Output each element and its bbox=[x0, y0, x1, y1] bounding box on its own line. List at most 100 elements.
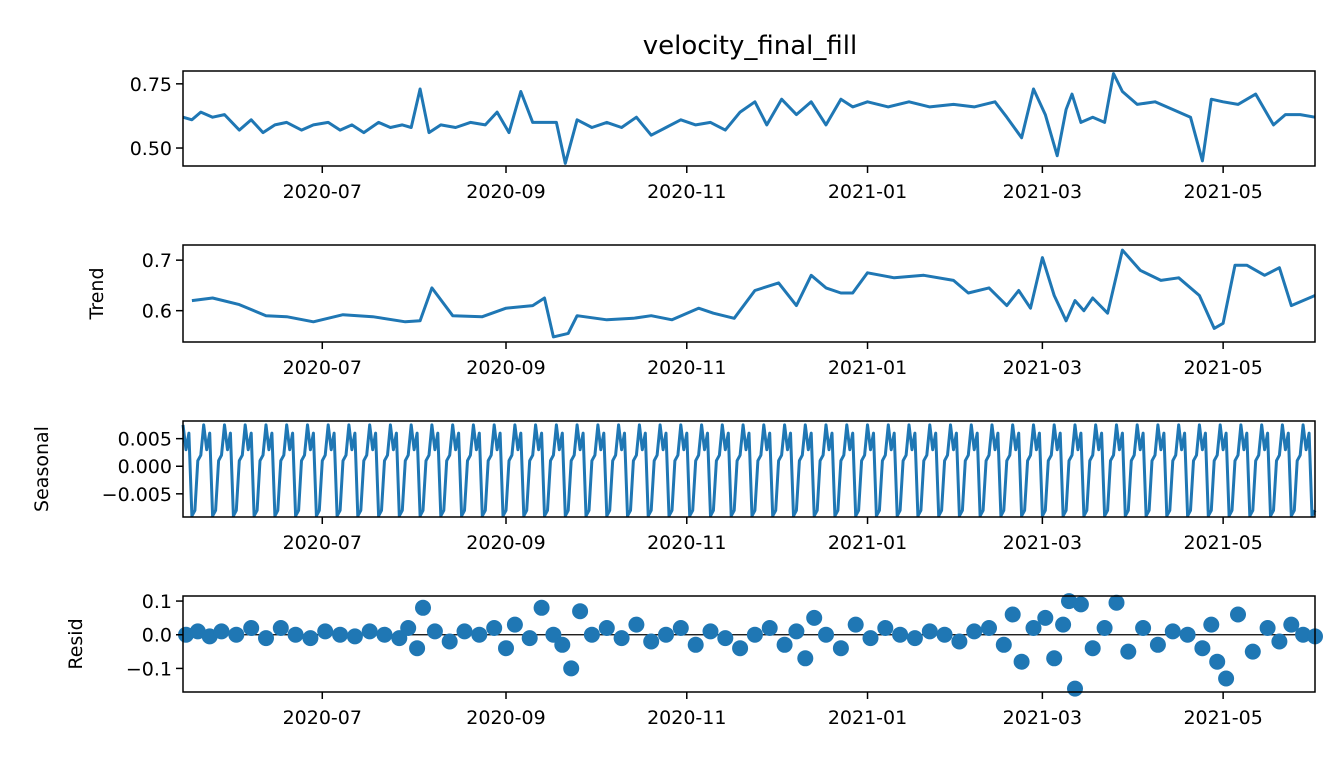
x-tick-label: 2020-09 bbox=[466, 532, 545, 554]
resid-point bbox=[613, 630, 630, 647]
resid-point bbox=[1046, 650, 1063, 667]
resid-point bbox=[906, 630, 923, 647]
y-tick-label: −0.005 bbox=[102, 484, 172, 506]
y-tick-label: 0.0 bbox=[142, 625, 172, 647]
resid-point bbox=[1096, 620, 1113, 636]
resid-point bbox=[572, 603, 589, 620]
seasonal-line bbox=[181, 423, 1317, 518]
resid-point bbox=[1271, 633, 1288, 650]
trend-panel: 2020-07 2020-09 2020-11 2021-01 2021-03 2021-… bbox=[86, 244, 1316, 379]
resid-axes-frame bbox=[182, 595, 1316, 693]
x-tick-label: 2020-07 bbox=[283, 181, 362, 203]
resid-point bbox=[498, 640, 514, 657]
y-tick-label: 0.1 bbox=[142, 591, 172, 613]
x-tick-label: 2021-03 bbox=[1003, 357, 1082, 379]
resid-point bbox=[877, 620, 894, 636]
resid-point bbox=[583, 626, 600, 643]
resid-point bbox=[409, 640, 426, 657]
resid-ylabel: Resid bbox=[65, 618, 87, 669]
resid-point bbox=[1203, 616, 1220, 633]
resid-point bbox=[832, 640, 849, 657]
resid-point bbox=[563, 660, 580, 677]
resid-point bbox=[1283, 616, 1300, 633]
y-tick-label: 0.50 bbox=[130, 138, 172, 160]
trend-axes-frame bbox=[182, 244, 1316, 343]
resid-point bbox=[966, 623, 983, 640]
resid-point bbox=[554, 636, 571, 653]
resid-point bbox=[1108, 594, 1125, 611]
resid-point bbox=[995, 636, 1012, 653]
y-tick-label: 0.000 bbox=[118, 456, 172, 478]
y-tick-label: 0.6 bbox=[142, 301, 172, 323]
observed-panel: 2020-07 2020-09 2020-11 2021-01 2021-03 2021-… bbox=[130, 70, 1316, 203]
resid-point bbox=[1244, 643, 1261, 660]
x-tick-label: 2020-09 bbox=[466, 707, 545, 729]
resid-point bbox=[441, 633, 458, 650]
resid-point bbox=[1135, 620, 1152, 636]
resid-point bbox=[415, 599, 431, 616]
resid-point bbox=[346, 628, 363, 645]
resid-point bbox=[456, 623, 473, 640]
resid-point bbox=[818, 626, 834, 643]
resid-point bbox=[213, 623, 230, 640]
x-tick-label: 2021-01 bbox=[828, 357, 907, 379]
x-tick-label: 2021-05 bbox=[1183, 357, 1262, 379]
resid-point bbox=[658, 626, 674, 643]
resid-point bbox=[1164, 623, 1181, 640]
resid-point bbox=[643, 633, 660, 650]
y-tick-label: 0.005 bbox=[118, 429, 172, 451]
resid-point bbox=[672, 620, 689, 636]
resid-point bbox=[598, 620, 615, 636]
resid-point bbox=[788, 623, 805, 640]
y-tick-label: −0.1 bbox=[126, 658, 172, 680]
resid-point bbox=[1037, 609, 1054, 626]
resid-point bbox=[1259, 620, 1276, 636]
resid-point bbox=[1120, 643, 1137, 660]
x-tick-label: 2021-05 bbox=[1183, 532, 1262, 554]
x-tick-label: 2021-01 bbox=[828, 181, 907, 203]
resid-point bbox=[1218, 670, 1235, 687]
resid-point bbox=[302, 630, 319, 647]
resid-point bbox=[521, 630, 538, 647]
resid-point bbox=[1179, 626, 1196, 643]
figure-title: velocity_final_fill bbox=[643, 31, 857, 61]
trend-line bbox=[191, 248, 1316, 339]
resid-point bbox=[761, 620, 778, 636]
resid-point bbox=[243, 620, 260, 636]
x-tick-label: 2020-09 bbox=[466, 357, 545, 379]
resid-point bbox=[797, 650, 814, 667]
x-tick-label: 2021-01 bbox=[828, 707, 907, 729]
resid-point bbox=[951, 633, 968, 650]
resid-point bbox=[1025, 620, 1042, 636]
resid-point bbox=[1295, 626, 1312, 643]
resid-point bbox=[921, 623, 938, 640]
resid-point bbox=[1194, 640, 1211, 657]
y-tick-label: 0.75 bbox=[130, 74, 172, 96]
resid-point bbox=[1230, 606, 1246, 623]
x-tick-label: 2020-11 bbox=[647, 357, 726, 379]
resid-point bbox=[1004, 606, 1021, 623]
x-tick-label: 2020-07 bbox=[283, 532, 362, 554]
resid-point bbox=[332, 626, 349, 643]
resid-point bbox=[732, 640, 749, 657]
resid-point bbox=[981, 620, 997, 636]
resid-point bbox=[426, 623, 443, 640]
resid-point bbox=[702, 623, 719, 640]
resid-point bbox=[258, 630, 274, 647]
x-tick-label: 2021-03 bbox=[1003, 707, 1082, 729]
x-tick-label: 2021-05 bbox=[1183, 707, 1262, 729]
resid-point bbox=[776, 636, 793, 653]
resid-point bbox=[533, 599, 550, 616]
resid-point bbox=[317, 623, 334, 640]
resid-point bbox=[1055, 616, 1072, 633]
resid-point bbox=[892, 626, 909, 643]
resid-point bbox=[1067, 680, 1083, 697]
resid-point bbox=[1149, 636, 1166, 653]
x-tick-label: 2020-07 bbox=[283, 357, 362, 379]
resid-point bbox=[1209, 653, 1226, 670]
seasonal-panel: 2020-07 2020-09 2020-11 2021-01 2021-03 2021-… bbox=[31, 420, 1317, 554]
resid-point bbox=[936, 626, 953, 643]
trend-ylabel: Trend bbox=[86, 268, 108, 321]
x-tick-label: 2020-11 bbox=[647, 707, 726, 729]
